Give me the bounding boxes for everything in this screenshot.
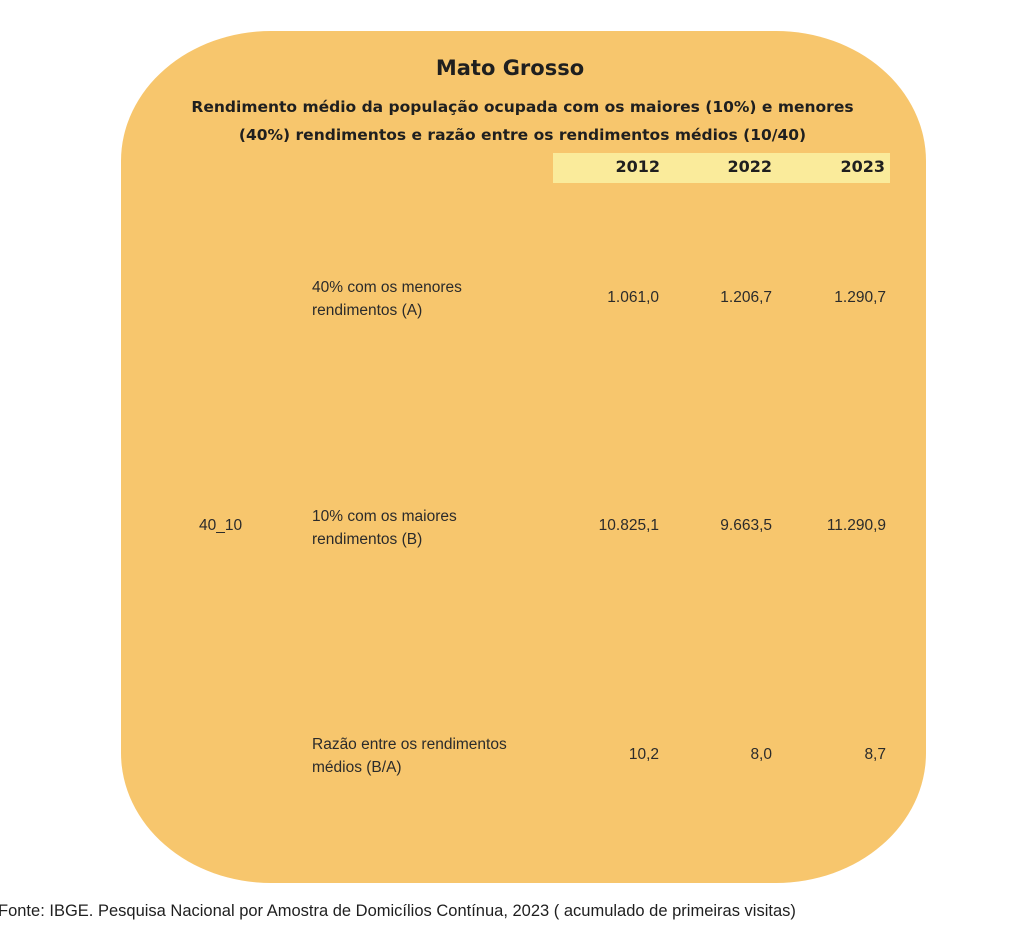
table-cell: 1.061,0	[607, 289, 659, 306]
table-cell: 10.825,1	[598, 517, 659, 534]
column-header-2023: 2023	[840, 157, 885, 176]
table-cell: 1.206,7	[720, 289, 772, 306]
row-label-line-1: 40% com os menores	[312, 279, 462, 296]
table-cell: 8,7	[864, 746, 886, 763]
table-cell: 8,0	[750, 746, 772, 763]
column-header-2012: 2012	[615, 157, 660, 176]
table-cell: 1.290,7	[834, 289, 886, 306]
source-note: Fonte: IBGE. Pesquisa Nacional por Amost…	[0, 902, 796, 920]
row-label-highest-10: 10% com os maiores rendimentos (B)	[312, 505, 582, 551]
table-cell: 10,2	[628, 746, 659, 763]
column-header-2022: 2022	[727, 157, 772, 176]
table-title: Mato Grosso	[435, 56, 585, 80]
row-label-line-2: rendimentos (A)	[312, 302, 423, 319]
table-subtitle: Rendimento médio da população ocupada co…	[150, 93, 895, 149]
subtitle-line-1: Rendimento médio da população ocupada co…	[191, 98, 854, 116]
table-cell: 9.663,5	[720, 517, 772, 534]
row-label-lowest-40: 40% com os menores rendimentos (A)	[312, 276, 582, 322]
subtitle-line-2: (40%) rendimentos e razão entre os rendi…	[238, 126, 807, 144]
year-header-band	[553, 153, 890, 183]
row-label-ratio: Razão entre os rendimentos médios (B/A)	[312, 733, 582, 779]
row-label-line-2: rendimentos (B)	[312, 531, 423, 548]
group-label: 40_10	[199, 517, 243, 534]
row-label-line-2: médios (B/A)	[312, 759, 402, 776]
row-label-line-1: 10% com os maiores	[312, 508, 457, 525]
table-cell: 11.290,9	[826, 517, 886, 534]
row-label-line-1: Razão entre os rendimentos	[312, 736, 507, 753]
